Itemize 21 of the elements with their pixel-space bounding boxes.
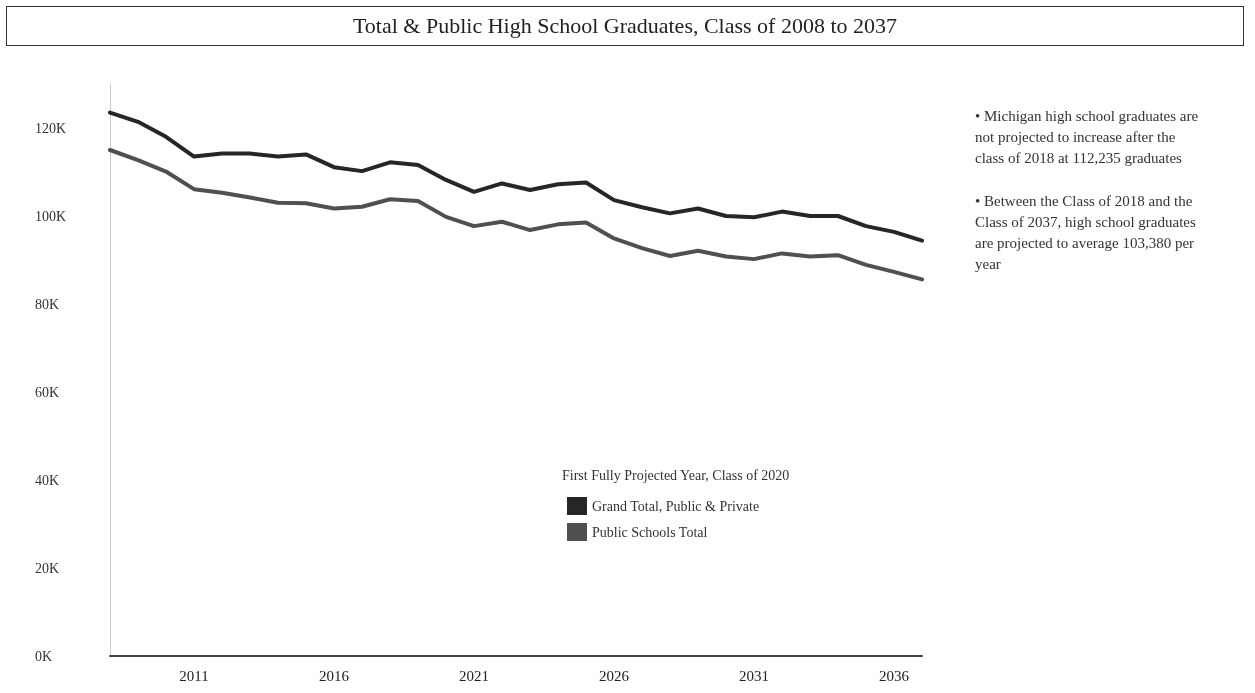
x-tick-label: 2031 [739, 667, 769, 684]
x-tick-label: 2011 [179, 667, 209, 684]
y-tick-label: 40K [35, 472, 60, 488]
x-tick-label: 2036 [879, 667, 910, 684]
chart-title: Total & Public High School Graduates, Class of 2008 to 2037 [6, 6, 1244, 46]
y-tick-label: 60K [35, 384, 60, 400]
line-series [108, 148, 924, 282]
y-tick-label: 80K [35, 296, 60, 312]
y-tick-label: 20K [35, 560, 60, 576]
line-series [108, 110, 924, 243]
x-tick-label: 2021 [459, 667, 489, 684]
y-tick-label: 100K [35, 208, 67, 224]
x-tick-label: 2016 [319, 667, 350, 684]
text: • Michigan high school graduates are not projected to increase after the class of 2018 at 112,235 graduates [975, 107, 1200, 168]
legend-label: Public Schools Total [592, 524, 708, 540]
legend-label: Grand Total, Public & Private [592, 498, 760, 514]
legend-title: First Fully Projected Year, Class of 2020 [562, 468, 790, 484]
y-tick-label: 120K [35, 120, 67, 136]
text: • Between the Class of 2018 and the Class of 2037, high school graduates are projected to average 103,380 per year [975, 192, 1197, 274]
x-tick-label: 2026 [599, 667, 630, 684]
y-tick-label: 0K [35, 648, 53, 664]
